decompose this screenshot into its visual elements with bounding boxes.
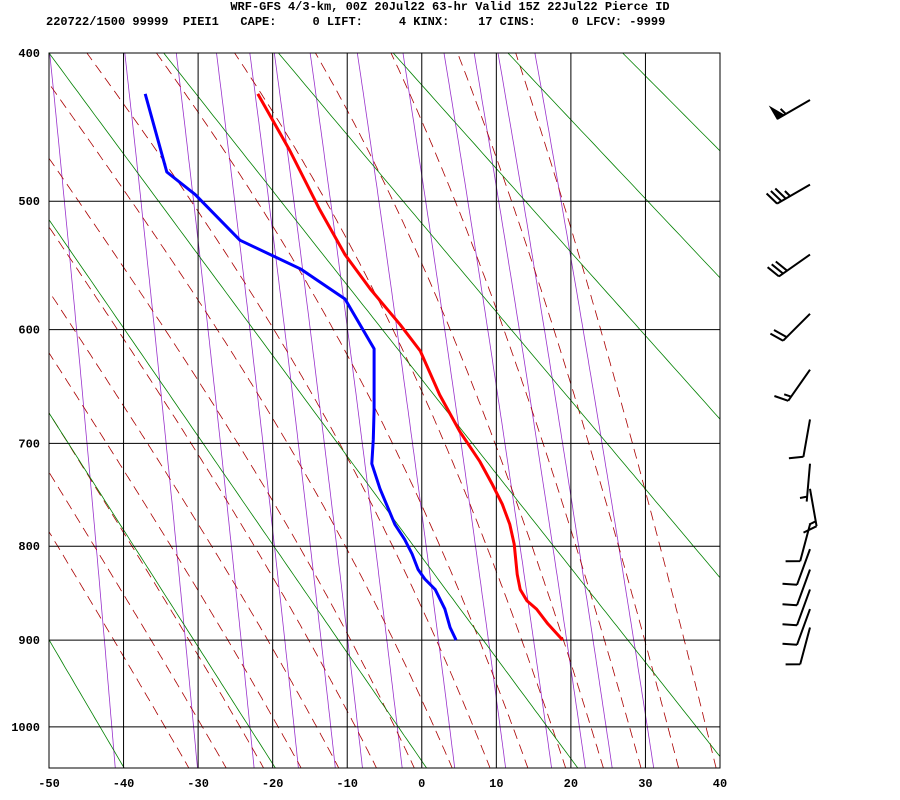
moist-adiabat [49, 290, 340, 768]
wind-barb [782, 569, 811, 607]
dry-adiabat [49, 53, 579, 768]
barb-staff [785, 524, 811, 563]
moist-adiabat [49, 157, 415, 768]
moist-adiabat [234, 53, 567, 768]
y-tick-label: 1000 [11, 721, 40, 735]
x-tick-label: 40 [713, 777, 727, 791]
barb-staff [803, 488, 818, 534]
barb-staff [788, 419, 811, 460]
moist-adiabat [155, 53, 529, 768]
mixing-ratio-line [497, 53, 613, 768]
wind-barb [785, 524, 811, 563]
barb-staff [799, 463, 811, 502]
moist-adiabat [49, 82, 453, 768]
mixing-ratio-line [273, 53, 363, 768]
mixing-ratio-line [473, 53, 586, 768]
y-tick-label: 400 [18, 47, 40, 61]
dry-adiabat [49, 412, 276, 768]
chart-title: WRF-GFS 4/3-km, 00Z 20Jul22 63-hr Valid … [230, 0, 669, 14]
barb-staff [782, 569, 811, 607]
y-tick-label: 600 [18, 324, 40, 338]
mixing-ratio-line [249, 53, 336, 768]
dry-adiabat [703, 20, 900, 784]
moist-adiabat [390, 53, 642, 768]
x-tick-label: 30 [638, 777, 652, 791]
mixing-ratio-line [534, 53, 655, 768]
mixing-ratio-line [443, 53, 553, 768]
y-tick-label: 700 [18, 437, 40, 451]
wind-barb [768, 99, 811, 120]
wind-barb [788, 419, 811, 460]
wind-barbs [765, 99, 818, 666]
barb-staff [769, 313, 811, 342]
barb-pennant [768, 105, 785, 120]
barb-staff [785, 627, 811, 666]
wind-barb [803, 488, 818, 534]
x-tick-label: 0 [418, 777, 425, 791]
wind-barb [782, 589, 811, 627]
y-tick-label: 800 [18, 540, 40, 554]
wind-barb [769, 313, 811, 342]
dry-adiabat [622, 53, 720, 152]
barb-staff [782, 548, 811, 586]
wind-barb [799, 463, 811, 502]
moist-adiabat [314, 53, 604, 768]
dry-adiabat [163, 53, 720, 758]
chart-subtitle: 220722/1500 99999 PIEI1 CAPE: 0 LIFT: 4 … [46, 15, 665, 29]
moist-adiabat [49, 412, 265, 768]
profile-line [143, 93, 458, 641]
moist-adiabat [49, 226, 377, 768]
barb-staff [774, 369, 811, 402]
barb-staff [782, 589, 811, 627]
dry-adiabat [816, 20, 900, 784]
profiles [143, 93, 564, 642]
moist-adiabat [49, 471, 227, 768]
barb-staff [765, 183, 811, 205]
grid: -50 -40 -30 -20 -10 0 10 20 30 40 400 500 600 700 800 9… [11, 47, 727, 791]
profile-line [256, 93, 564, 642]
x-tick-label: 10 [489, 777, 503, 791]
x-tick-label: -40 [113, 777, 135, 791]
mixing-ratio-line [124, 53, 198, 768]
wind-barb [782, 608, 811, 646]
y-tick-label: 900 [18, 634, 40, 648]
wind-barb [765, 183, 811, 205]
mixing-ratio-line [216, 53, 299, 768]
plot-frame [48, 52, 721, 769]
x-tick-label: -10 [336, 777, 358, 791]
dry-adiabat [49, 218, 428, 768]
dry-adiabat [507, 53, 720, 279]
wind-barb [766, 253, 811, 278]
background-lines [49, 20, 900, 784]
mixing-ratio-line [402, 53, 507, 768]
dry-adiabat [392, 53, 720, 420]
x-tick-label: -50 [38, 777, 60, 791]
barb-staff [782, 608, 811, 646]
wind-barb [774, 369, 811, 402]
moist-adiabat [515, 53, 717, 768]
y-tick-label: 500 [18, 195, 40, 209]
x-tick-label: -30 [187, 777, 209, 791]
moist-adiabat [86, 53, 491, 768]
x-tick-label: -20 [262, 777, 284, 791]
barb-staff [766, 253, 811, 278]
mixing-ratio-line [175, 53, 255, 768]
dry-adiabat [277, 53, 720, 579]
x-tick-label: 20 [564, 777, 578, 791]
dry-adiabat [49, 638, 125, 768]
mixing-ratio-line [49, 53, 116, 768]
mixing-ratio-line [309, 53, 403, 768]
moist-adiabat [457, 53, 680, 768]
wind-barb [785, 627, 811, 666]
wind-barb [782, 548, 811, 586]
mixing-ratio-line [356, 53, 456, 768]
